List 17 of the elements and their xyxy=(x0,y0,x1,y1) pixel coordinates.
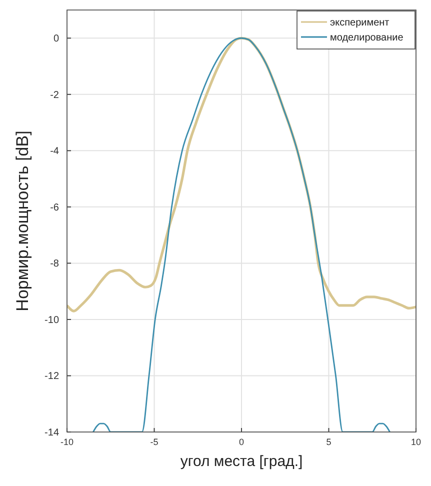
legend-label: эксперимент xyxy=(330,18,390,28)
y-tick-label: -12 xyxy=(44,371,60,382)
x-tick-label: 10 xyxy=(410,437,422,447)
legend-label: моделирование xyxy=(330,32,404,44)
x-tick-label: 5 xyxy=(326,437,332,447)
x-tick-label: 0 xyxy=(238,437,244,447)
y-tick-label: -2 xyxy=(50,90,60,101)
y-tick-label: -14 xyxy=(44,428,60,438)
y-tick-label: 0 xyxy=(53,34,60,45)
y-tick-label: -4 xyxy=(50,146,60,158)
y-tick-label: -10 xyxy=(44,314,60,326)
y-tick-label: -8 xyxy=(50,258,60,270)
x-tick-label: -5 xyxy=(150,437,158,447)
x-axis-title: угол места [град.] xyxy=(180,453,303,470)
y-tick-label: -6 xyxy=(50,202,60,214)
y-axis-title: Нормир.мощность [dB] xyxy=(13,130,32,312)
x-tick-label: -10 xyxy=(60,437,74,447)
